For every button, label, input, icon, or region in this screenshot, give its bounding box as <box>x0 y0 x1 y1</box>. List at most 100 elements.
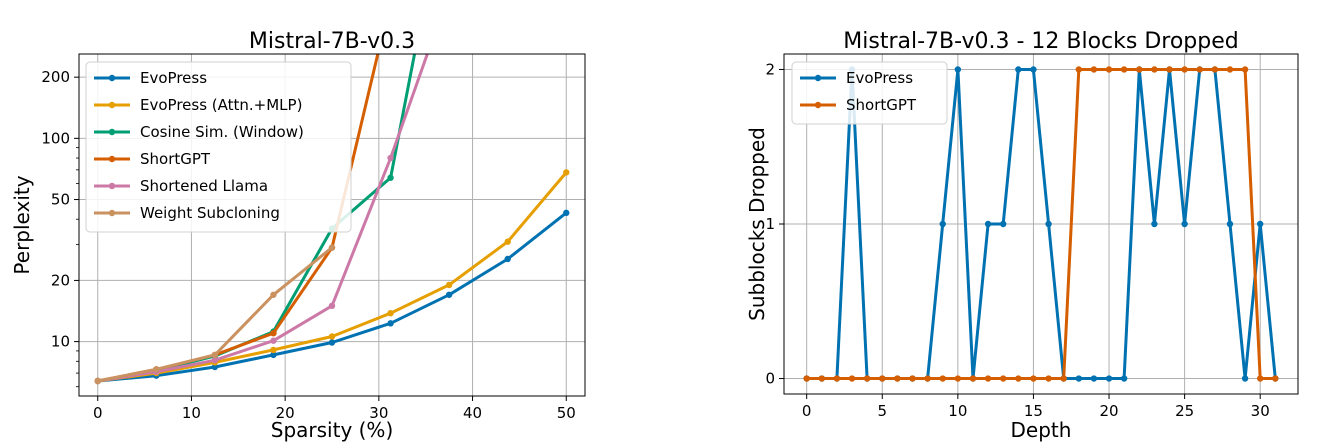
x-tick-label: 40 <box>463 404 482 422</box>
legend-marker <box>108 128 116 136</box>
data-point <box>1226 220 1234 228</box>
data-point <box>1151 220 1158 228</box>
x-ticks: 0 10 20 30 40 50 <box>93 396 576 422</box>
data-point <box>445 281 453 289</box>
data-point <box>833 375 841 382</box>
data-point <box>954 375 962 382</box>
legend: EvoPress EvoPress (Attn.+MLP) Cosine Sim. … <box>85 61 352 233</box>
data-point <box>1241 66 1249 73</box>
data-point <box>211 357 219 364</box>
legend-marker <box>108 101 116 109</box>
legend-item-evopress: EvoPress <box>800 69 913 87</box>
data-point <box>1060 375 1067 382</box>
x-tick-label: 30 <box>369 404 388 422</box>
data-point <box>1226 66 1234 73</box>
y-ticks: 10 20 50 100 200 <box>41 68 79 388</box>
data-point <box>1181 220 1188 228</box>
data-point <box>94 377 101 385</box>
series-weight-subcloning <box>94 244 336 385</box>
data-point <box>1090 66 1098 73</box>
legend-box <box>85 61 352 233</box>
data-point <box>1120 375 1128 382</box>
data-point <box>1045 375 1052 382</box>
data-point <box>803 375 810 382</box>
legend-marker <box>108 209 116 217</box>
data-point <box>211 363 219 371</box>
x-tick-label: 0 <box>93 404 103 422</box>
series-shortgpt <box>803 66 1279 382</box>
data-point <box>387 174 394 181</box>
y-tick-label: 10 <box>51 333 70 351</box>
data-point <box>563 169 570 176</box>
data-point <box>818 375 825 382</box>
data-point <box>1075 66 1082 73</box>
data-point <box>270 346 277 354</box>
legend-item-evopress-attn-mlp: EvoPress (Attn.+MLP) <box>94 96 302 114</box>
data-point <box>441 2 447 8</box>
legend-item-shortgpt: ShortGPT <box>800 96 917 114</box>
legend-marker <box>814 74 822 82</box>
data-point <box>387 309 394 317</box>
data-point <box>939 375 946 382</box>
legend-label: Shortened Llama <box>140 177 268 195</box>
data-point <box>387 0 393 3</box>
data-point <box>1015 66 1022 73</box>
x-tick-label: 25 <box>1175 402 1194 420</box>
data-point <box>1211 66 1219 73</box>
data-point <box>504 255 511 263</box>
grid <box>784 54 1298 394</box>
data-point <box>270 337 277 344</box>
data-point <box>445 291 453 298</box>
data-point <box>1105 375 1113 382</box>
data-point <box>387 320 394 327</box>
x-tick-label: 10 <box>948 402 967 420</box>
x-tick-label: 20 <box>1099 402 1118 420</box>
series-layer <box>94 0 570 385</box>
x-tick-label: 0 <box>802 402 812 420</box>
data-point <box>328 302 336 310</box>
y-axis-label: Subblocks Dropped <box>745 127 769 321</box>
data-point <box>924 375 931 382</box>
legend-label: EvoPress <box>846 69 913 87</box>
legend-item-cosine-sim-window: Cosine Sim. (Window) <box>94 123 304 141</box>
legend-item-evopress: EvoPress <box>94 69 207 87</box>
data-point <box>1030 375 1037 382</box>
data-point <box>984 375 992 382</box>
data-point <box>909 375 916 382</box>
data-point <box>1000 220 1007 228</box>
data-point <box>387 154 394 162</box>
legend-label: EvoPress (Attn.+MLP) <box>140 96 302 114</box>
y-ticks: 0 1 2 <box>765 60 784 388</box>
legend-marker <box>108 182 116 190</box>
data-point <box>270 329 277 337</box>
y-tick-label: 200 <box>41 68 70 86</box>
x-tick-label: 50 <box>557 404 576 422</box>
x-tick-label: 20 <box>276 404 295 422</box>
data-point <box>1090 375 1098 382</box>
data-point <box>894 375 901 382</box>
perplexity-chart: 0 10 20 30 40 50 10 20 50 100 200 Mistral-7B-v0.3… <box>10 0 586 442</box>
legend-label: Cosine Sim. (Window) <box>140 123 304 141</box>
legend-marker <box>814 101 822 109</box>
data-point <box>1151 66 1158 73</box>
y-tick-label: 100 <box>41 129 70 147</box>
data-point <box>848 375 856 382</box>
data-point <box>504 238 511 245</box>
y-tick-label: 2 <box>765 60 775 78</box>
legend-label: EvoPress <box>140 69 207 87</box>
data-point <box>1136 66 1143 73</box>
data-point <box>1241 375 1249 382</box>
legend-item-weight-subcloning: Weight Subcloning <box>94 204 280 222</box>
legend-item-shortgpt: ShortGPT <box>94 150 211 168</box>
legend-label: Weight Subcloning <box>140 204 280 222</box>
data-point <box>153 366 160 373</box>
series-layer <box>803 66 1279 382</box>
data-point <box>1120 66 1128 73</box>
data-point <box>1000 375 1007 382</box>
data-point <box>1181 66 1188 73</box>
x-tick-label: 30 <box>1251 402 1270 420</box>
data-point <box>1257 375 1264 382</box>
subblocks-chart: 0 5 10 15 20 25 30 0 1 2 Mistral-7B-v0.3 - 12 Bl… <box>745 29 1299 442</box>
data-point <box>984 220 992 228</box>
